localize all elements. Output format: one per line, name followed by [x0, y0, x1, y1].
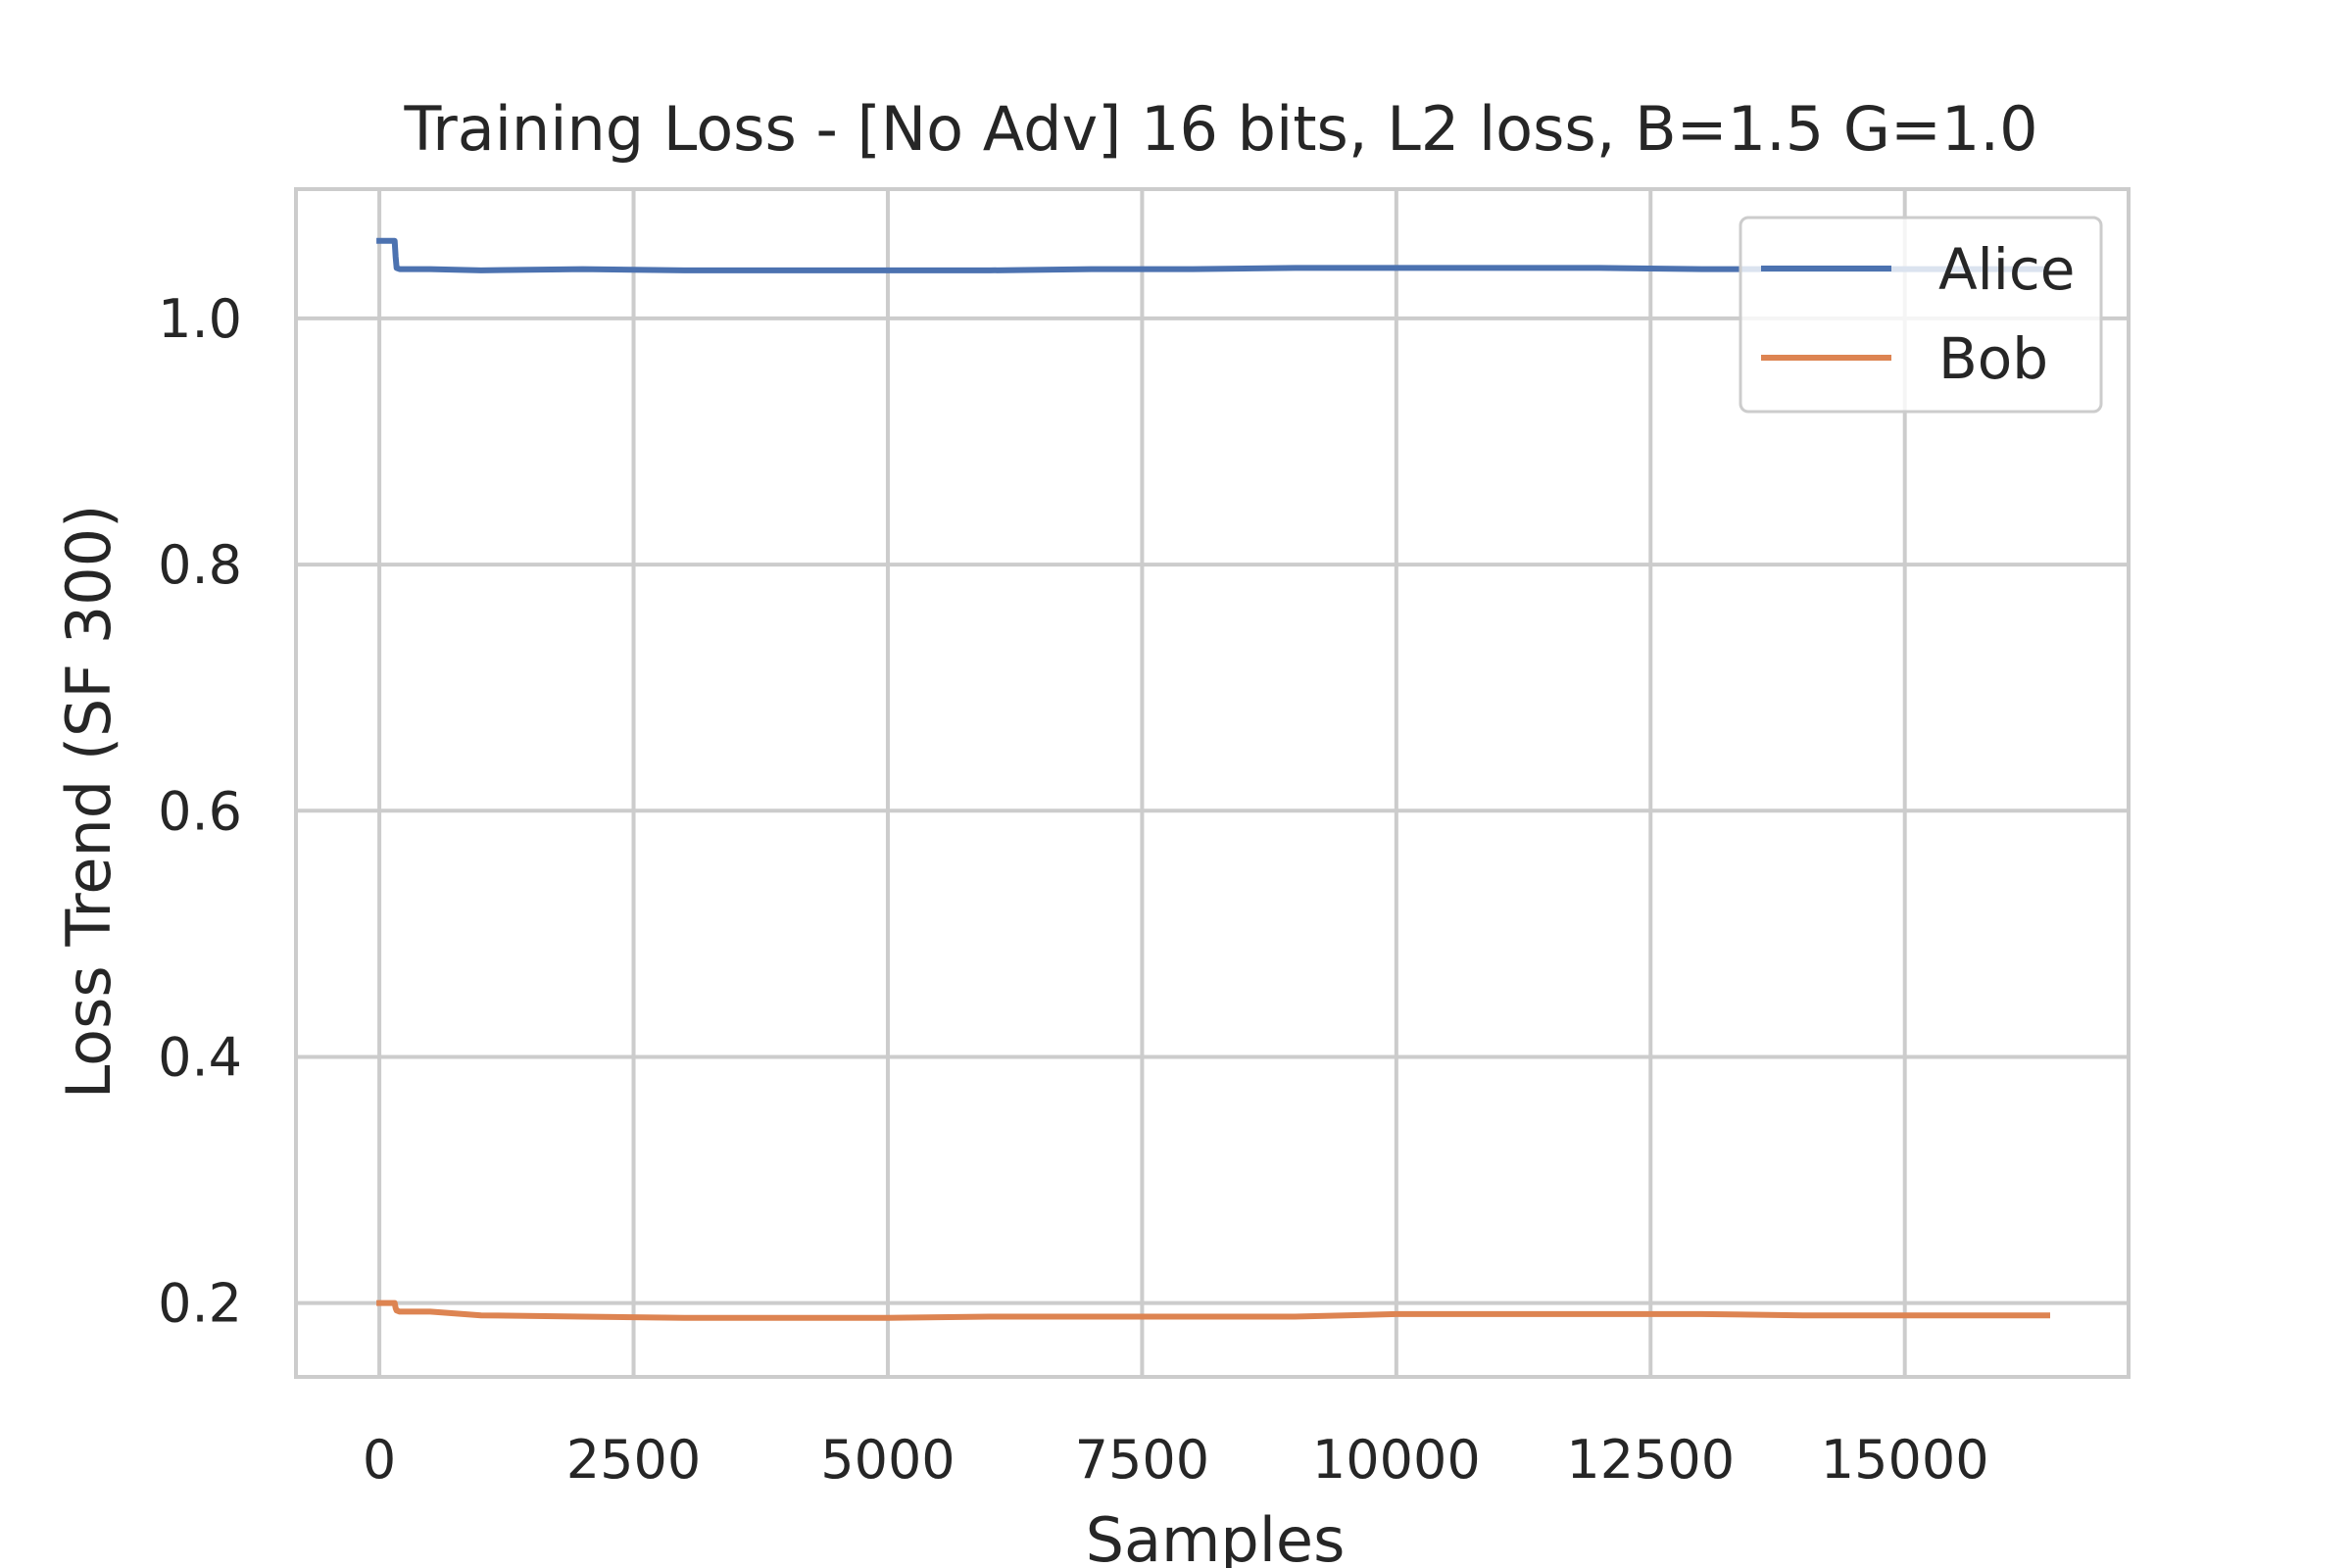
series-line-bob — [376, 1299, 2050, 1321]
x-tick-label: 15000 — [1821, 1429, 1989, 1491]
y-tick-label: 0.2 — [158, 1273, 242, 1335]
x-tick-label: 12500 — [1566, 1429, 1735, 1491]
legend: Alice Bob — [1739, 216, 2103, 414]
x-tick-label: 5000 — [820, 1429, 955, 1491]
x-tick-label: 2500 — [566, 1429, 701, 1491]
chart-title: Training Loss - [No Adv] 16 bits, L2 los… — [403, 93, 2037, 165]
y-tick-label: 1.0 — [158, 288, 242, 350]
x-tick-label: 10000 — [1312, 1429, 1481, 1491]
x-axis-label: Samples — [1086, 1504, 1346, 1568]
y-axis-label: Loss Trend (SF 300) — [53, 505, 124, 1100]
plot-frame — [294, 187, 2131, 1379]
x-tick-label: 0 — [363, 1429, 396, 1491]
grid — [296, 189, 2129, 1377]
series-line-alice — [376, 237, 2050, 273]
series-lines — [376, 237, 2050, 1321]
y-tick-label: 0.4 — [158, 1026, 242, 1088]
y-tick-label: 0.8 — [158, 534, 242, 596]
legend-label-alice: Alice — [1938, 236, 2075, 303]
tick-labels: 0 2500 5000 7500 10000 12500 15000 0.2 0.4 0.6 0.8… — [158, 288, 1988, 1491]
legend-label-bob: Bob — [1938, 325, 2048, 392]
y-tick-label: 0.6 — [158, 780, 242, 842]
x-tick-label: 7500 — [1075, 1429, 1209, 1491]
